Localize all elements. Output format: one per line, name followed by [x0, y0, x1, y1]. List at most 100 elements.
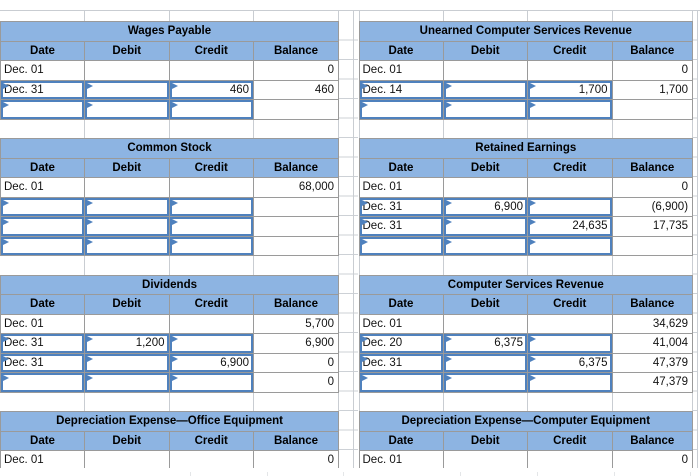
- date-cell[interactable]: [0, 235, 85, 256]
- credit-cell[interactable]: 460: [168, 79, 254, 100]
- balance-cell: 68,000: [252, 177, 340, 198]
- balance-cell: 0: [253, 60, 339, 81]
- debit-cell[interactable]: [84, 196, 170, 217]
- debit-cell[interactable]: 1,200: [84, 333, 170, 354]
- debit-cell[interactable]: 6,900: [442, 196, 528, 217]
- date-cell[interactable]: Dec. 31: [358, 196, 444, 217]
- balance-cell-value: 47,379: [652, 356, 689, 369]
- credit-cell[interactable]: [168, 235, 254, 256]
- table-row: [0, 99, 339, 120]
- debit-cell[interactable]: [442, 79, 528, 100]
- debit-cell[interactable]: [442, 216, 528, 237]
- date-cell[interactable]: Dec. 31: [358, 216, 444, 237]
- column-header-debit: Debit: [442, 294, 528, 315]
- date-cell[interactable]: [358, 99, 444, 120]
- date-cell-value: Dec. 20: [362, 337, 403, 350]
- debit-cell: [84, 177, 170, 198]
- date-cell[interactable]: [358, 372, 444, 393]
- date-cell-value: Dec. 01: [362, 64, 403, 77]
- grid-line: [84, 392, 85, 411]
- balance-cell-value: 0: [681, 64, 689, 77]
- date-cell[interactable]: Dec. 14: [358, 79, 444, 100]
- date-cell[interactable]: [358, 235, 444, 256]
- debit-cell[interactable]: [84, 79, 170, 100]
- credit-cell[interactable]: [527, 99, 613, 120]
- credit-cell[interactable]: [527, 333, 613, 354]
- answer-flag-icon: [87, 375, 93, 381]
- credit-cell[interactable]: [168, 372, 254, 393]
- column-header-balance: Balance: [611, 294, 694, 315]
- date-cell[interactable]: [0, 372, 85, 393]
- debit-cell[interactable]: [442, 352, 528, 373]
- answer-flag-icon: [171, 375, 178, 381]
- clipped-row-strip: [0, 468, 700, 476]
- date-cell[interactable]: Dec. 20: [358, 333, 444, 354]
- debit-cell[interactable]: [442, 99, 528, 120]
- balance-cell: (6,900): [611, 196, 694, 217]
- debit-cell-value: 6,900: [494, 200, 523, 213]
- balance-cell: 47,379: [611, 372, 694, 393]
- debit-cell[interactable]: 6,375: [442, 333, 528, 354]
- column-header-credit: Credit: [527, 40, 613, 61]
- credit-cell: [168, 177, 254, 198]
- balance-cell-value: 0: [327, 454, 335, 467]
- ledger-table-wages-payable: Wages Payable Date Debit Credit Balance Dec. …: [0, 21, 339, 120]
- grid-line: [84, 10, 85, 21]
- credit-cell[interactable]: [168, 196, 254, 217]
- debit-cell[interactable]: [84, 372, 170, 393]
- debit-cell[interactable]: [84, 216, 170, 237]
- debit-cell[interactable]: [442, 235, 528, 256]
- debit-cell[interactable]: [84, 235, 170, 256]
- debit-cell[interactable]: [84, 352, 170, 373]
- date-cell-value: Dec. 14: [362, 83, 403, 96]
- ledger-table-computer-services-revenue: Computer Services Revenue Date Debit Credit…: [358, 274, 694, 393]
- credit-cell[interactable]: [168, 216, 254, 237]
- date-cell-value: Dec. 31: [362, 200, 403, 213]
- debit-cell[interactable]: [442, 372, 528, 393]
- date-cell: Dec. 01: [358, 177, 444, 198]
- date-cell[interactable]: [0, 196, 85, 217]
- credit-cell[interactable]: 1,700: [527, 79, 613, 100]
- credit-cell[interactable]: 6,900: [168, 352, 254, 373]
- balance-cell-value: 5,700: [305, 317, 335, 330]
- answer-flag-icon: [171, 82, 178, 89]
- table-row: Dec. 31 6,900 0: [0, 352, 340, 373]
- answer-flag-icon: [361, 102, 368, 108]
- table-title: Depreciation Expense—Computer Equipment: [358, 411, 694, 432]
- debit-cell[interactable]: [84, 99, 170, 120]
- grid-line: [460, 471, 461, 476]
- answer-flag-icon: [87, 238, 93, 245]
- grid-line: [343, 471, 344, 476]
- credit-cell[interactable]: [168, 333, 254, 354]
- credit-cell[interactable]: 6,375: [527, 352, 613, 373]
- table-row: Dec. 01 0: [358, 60, 694, 81]
- credit-cell[interactable]: 24,635: [527, 216, 613, 237]
- date-cell[interactable]: [0, 216, 85, 237]
- column-header-balance: Balance: [252, 157, 340, 178]
- grid-line: [537, 471, 538, 476]
- balance-cell: [252, 196, 340, 217]
- ledger-table-depreciation-expense-office-equipment: Depreciation Expense—Office Equipment Dat…: [0, 411, 340, 471]
- credit-cell[interactable]: [527, 372, 613, 393]
- grid-line: [0, 10, 700, 11]
- debit-cell: [442, 60, 528, 81]
- grid-line: [358, 392, 360, 411]
- date-cell[interactable]: Dec. 31: [358, 352, 444, 373]
- date-cell: Dec. 01: [0, 60, 85, 81]
- answer-flag-icon: [530, 199, 536, 206]
- date-cell[interactable]: Dec. 31: [0, 352, 85, 373]
- date-cell[interactable]: [0, 99, 85, 120]
- credit-cell[interactable]: [527, 196, 613, 217]
- date-cell: Dec. 01: [358, 60, 444, 81]
- column-header-debit: Debit: [84, 157, 170, 178]
- grid-line: [84, 119, 85, 138]
- credit-cell[interactable]: [527, 235, 613, 256]
- balance-cell: 1,700: [611, 79, 694, 100]
- date-cell[interactable]: Dec. 31: [0, 333, 85, 354]
- date-cell[interactable]: Dec. 31: [0, 79, 85, 100]
- answer-flag-icon: [171, 355, 178, 362]
- answer-flag-icon: [445, 219, 452, 225]
- balance-cell-value: 6,900: [305, 337, 335, 350]
- table-row: [0, 216, 340, 237]
- credit-cell[interactable]: [168, 99, 254, 120]
